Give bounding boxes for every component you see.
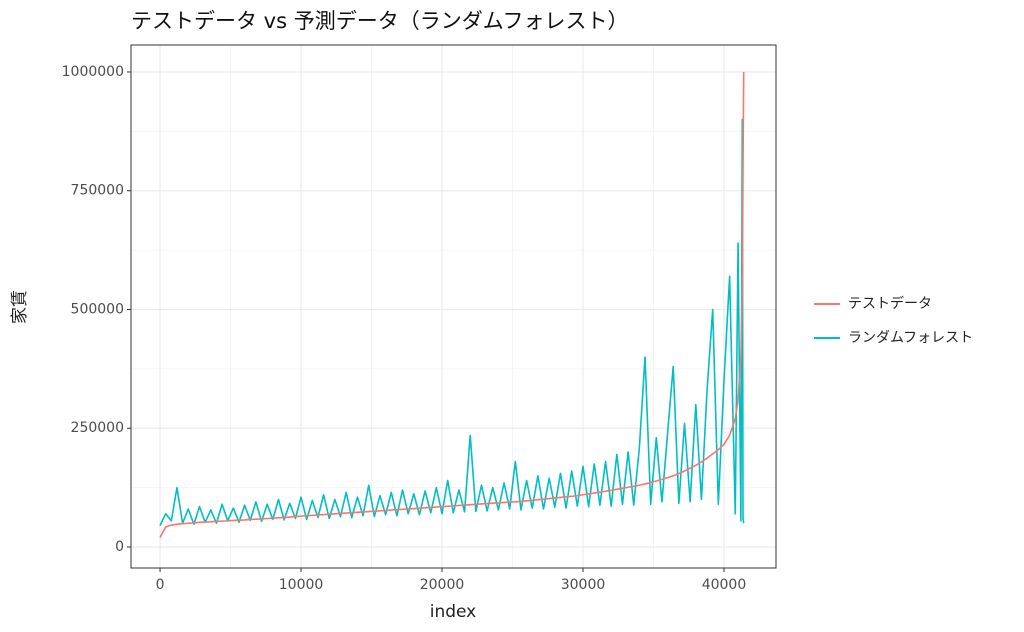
y-tick-label: 0	[115, 539, 124, 555]
y-tick-label: 250000	[71, 420, 124, 436]
plot-panel	[131, 45, 776, 568]
y-tick-label: 1000000	[62, 64, 124, 80]
x-tick-label: 20000	[420, 577, 465, 593]
x-axis-title: index	[430, 602, 477, 622]
x-tick-label: 0	[156, 577, 165, 593]
series-line	[159, 118, 745, 526]
y-tick-label: 500000	[71, 301, 124, 317]
series-line	[159, 71, 745, 538]
legend-label: テストデータ	[848, 295, 932, 312]
x-tick-label: 30000	[561, 577, 606, 593]
chart-title: テストデータ vs 予測データ（ランダムフォレスト）	[131, 9, 628, 33]
x-tick-label: 40000	[702, 577, 747, 593]
legend-label: ランダムフォレスト	[848, 330, 973, 346]
plot-border	[130, 44, 777, 569]
y-tick-label: 750000	[71, 183, 124, 199]
y-axis-title: 家賃	[10, 290, 30, 324]
x-tick-label: 10000	[279, 577, 324, 593]
